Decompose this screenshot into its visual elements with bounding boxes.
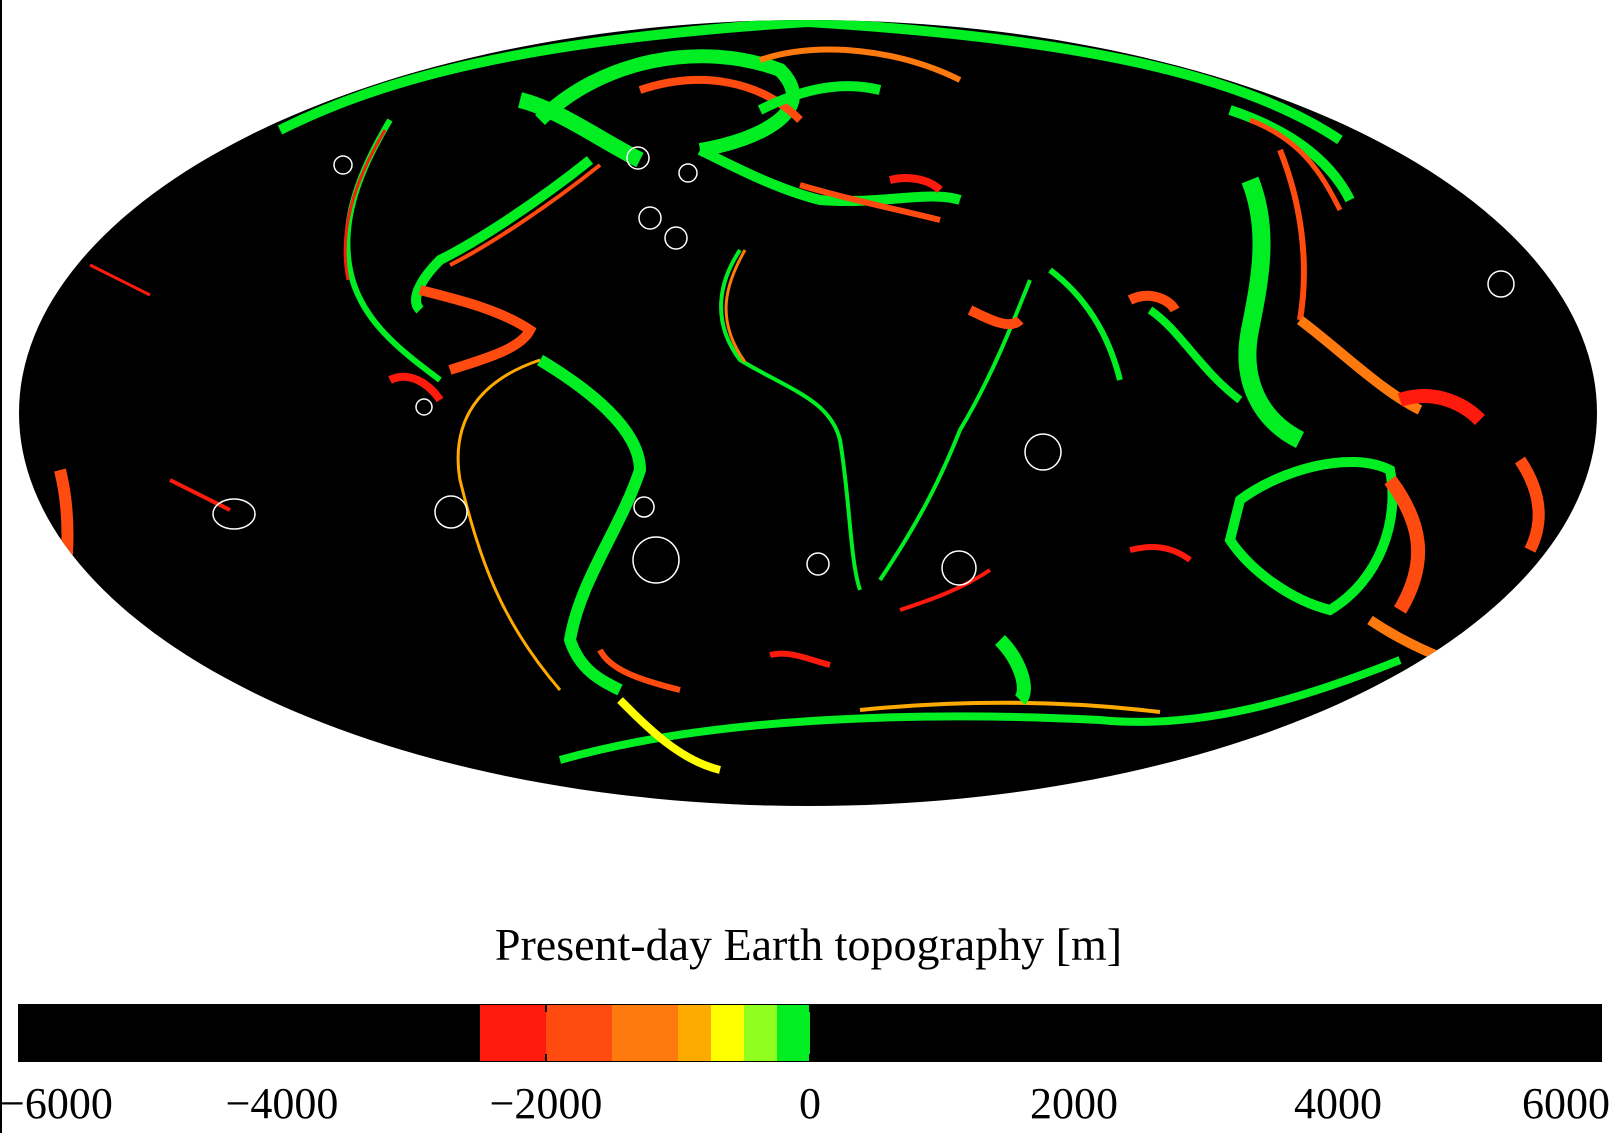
hotspot-marker [1024,433,1062,471]
hotspot-marker [1487,270,1515,298]
hotspot-marker [806,552,830,576]
hotspot-marker [212,498,256,530]
n-america-east-shelf [411,156,594,314]
colorbar [18,1004,1602,1062]
colorbar-band [810,1004,1602,1062]
hotspot-marker [415,398,433,416]
colorbar-tick-label: 6000 [1522,1079,1610,1128]
colorbar-title: Present-day Earth topography [m] [494,919,1123,970]
colorbar-band [546,1004,612,1062]
colorbar-band [480,1004,546,1062]
hotspot-marker [632,536,680,584]
colorbar-tick-label: −6000 [0,1079,113,1128]
antarctica-shelf [558,656,1402,764]
s-america-east-shelf [536,354,647,696]
colorbar-tick-labels: −6000 −4000 −2000 0 2000 4000 6000 [0,1082,1617,1132]
figure-left-border [0,0,2,1133]
colorbar-tick-label: −4000 [225,1079,339,1128]
colorbar-band [18,1004,480,1062]
colorbar-band [711,1004,744,1062]
hotspot-marker [434,495,468,529]
colorbar-tick-label: 4000 [1294,1079,1382,1128]
africa-west-shelf [719,248,862,591]
arctic-shelf [277,20,1343,145]
hotspot-marker [638,206,662,230]
hotspot-markers [212,146,1515,586]
hotspot-marker [664,226,688,250]
australia-shelf [1224,457,1398,616]
hotspot-marker [626,146,650,170]
world-map [19,20,1597,806]
hotspot-marker [678,163,698,183]
ocean-background [19,20,1597,806]
colorbar-tick-label: 2000 [1030,1079,1118,1128]
colorbar-band [744,1004,777,1062]
asia-east-shelf [1238,176,1305,449]
colorbar-tick-label: 0 [799,1079,821,1128]
colorbar-band [678,1004,711,1062]
europe-shelf [697,145,962,207]
colorbar-frame [18,1004,1602,1062]
colorbar-band [777,1004,810,1062]
hotspot-marker [333,155,353,175]
hotspot-marker [633,496,655,518]
colorbar-band [612,1004,678,1062]
shelf-edges [54,20,1545,774]
colorbar-tick-label: −2000 [489,1079,603,1128]
hotspot-marker [941,550,977,586]
